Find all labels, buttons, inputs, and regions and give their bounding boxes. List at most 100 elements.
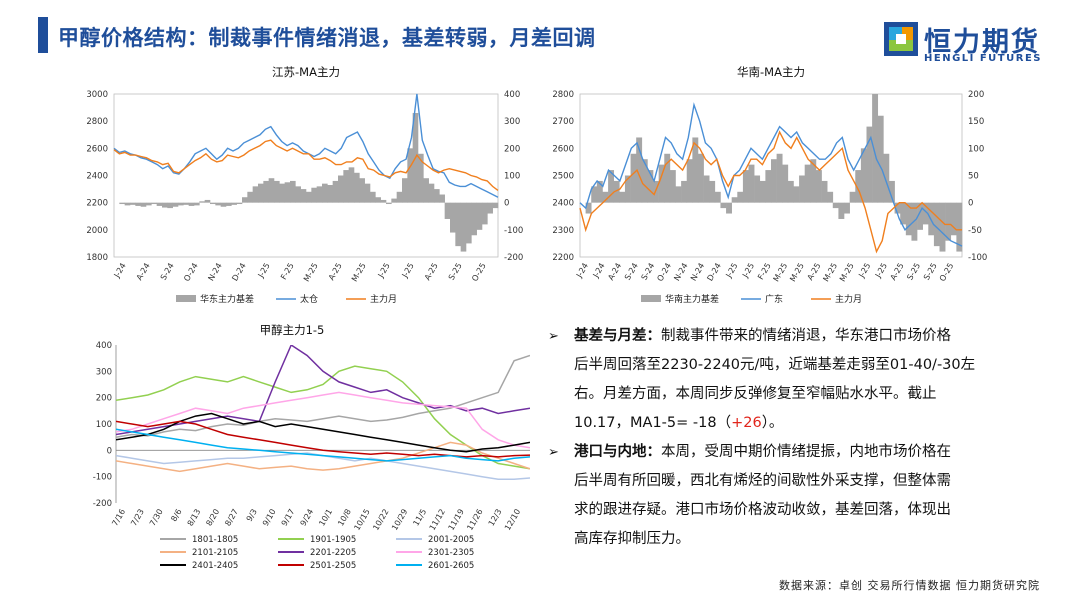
y-tick-left: 2400 [86,172,108,182]
basis-bar [720,202,727,209]
basis-bar [215,202,221,206]
basis-bar [883,153,890,203]
basis-bar [476,202,483,230]
series-line-1 [579,102,963,247]
y-tick: 200 [96,394,112,404]
basis-bar [686,159,693,203]
legend-label: 华东主力基差 [200,293,254,305]
x-tick: A-25 [327,262,344,282]
y-tick-left: 2500 [552,172,574,182]
y-tick-right: -50 [968,226,982,236]
x-tick: J-25 [400,262,416,280]
basis-bar [619,191,626,203]
basis-bar [370,191,376,203]
basis-bar [844,202,850,214]
basis-bar [888,180,895,203]
legend-label: 2101-2105 [192,548,238,558]
chart-huanan: 华南-MA主力 2200 2300 2400 2500 2600 2700 2800 -100 -… [540,62,1010,310]
chart-spread-svg: 甲醇主力1-5 -200 -100 0 100 200 300 400 7/16 7/23 7/30… [93,323,530,571]
y-tick-left: 3000 [86,90,108,100]
legend-label: 主力月 [370,293,397,305]
series-line [116,365,530,470]
basis-bar [731,197,738,203]
y-tick: 100 [96,420,112,430]
basis-bar [178,202,184,206]
basis-bar [226,202,232,206]
basis-bar [737,191,744,203]
x-tick: D-24 [230,262,247,283]
y-tick-left: 1800 [86,253,108,263]
y-tick-left: 2600 [552,144,574,154]
basis-bar [343,170,349,203]
basis-bar [300,189,307,203]
basis-bar [284,182,291,203]
basis-bar [872,94,879,203]
x-tick: 11/12 [428,508,447,532]
x-tick: 10/22 [371,508,390,532]
legend-label: 2501-2505 [310,561,356,571]
y-tick-left: 2800 [86,117,108,127]
basis-bar [658,164,665,203]
x-tick: 10/1 [317,508,334,528]
basis-bar [140,202,147,207]
chart-huanan-svg: 华南-MA主力 2200 2300 2400 2500 2600 2700 2800 -100 -… [552,65,987,305]
y-tick: -100 [93,473,112,483]
basis-bar [162,202,168,208]
basis-bar [322,183,328,203]
legend-label: 太仓 [300,293,318,305]
y-tick-left: 2600 [86,144,108,154]
y-tick: -200 [93,499,112,509]
basis-bar [242,197,248,203]
basis-bar [455,202,461,247]
basis-bar [754,175,761,203]
series-line-1 [113,93,499,198]
basis-bar [608,170,615,203]
basis-bar [613,180,620,203]
basis-bar [172,202,179,207]
x-tick: J-24 [112,262,128,280]
basis-bar [258,183,264,203]
series-line [116,391,530,449]
basis-bar [804,164,811,203]
basis-bar [647,170,654,203]
series-line [116,420,530,458]
y-tick: 400 [96,341,112,351]
basis-bar [787,180,794,203]
x-tick: 7/16 [110,508,127,528]
x-tick: S-24 [159,262,176,282]
x-tick: O-24 [655,262,673,283]
basis-bar [487,202,493,214]
chart-title: 江苏-MA主力 [272,65,340,79]
basis-bar [156,202,163,206]
basis-bar [439,194,445,203]
basis-bar [681,180,688,203]
basis-bar [636,137,643,203]
y-tick-left: 2300 [552,226,574,236]
basis-bar [332,180,339,203]
logo-mark-icon [884,22,918,56]
x-tick: M-25 [821,262,839,284]
basis-bar [466,202,472,244]
data-source: 数据来源：卓创 交易所行情数据 恒力期货研究院 [779,579,1040,592]
y-tick-right: -100 [968,253,987,263]
bullet-line: 本周，受周中期价情绪提振，内地市场价格在 [661,444,951,460]
x-tick: 10/29 [390,508,409,532]
x-tick: F-25 [279,262,296,282]
x-tick: 11/5 [411,508,428,528]
basis-bar [827,191,834,203]
y-tick-left: 2000 [86,226,108,236]
x-tick: 9/10 [261,508,278,528]
basis-bar [945,202,952,241]
basis-bar [220,202,227,207]
basis-bar [450,202,456,233]
basis-bar [407,148,413,203]
x-tick: J-25 [724,262,740,280]
basis-bar [765,170,772,203]
x-tick: A-24 [606,262,623,282]
legend-label: 主力月 [835,293,862,305]
x-tick: J-25 [376,262,392,280]
x-tick: 11/26 [465,508,484,532]
basis-bar [199,201,205,203]
basis-bar [434,189,440,203]
logo-text-en: HENGLI FUTURES [924,53,1042,62]
